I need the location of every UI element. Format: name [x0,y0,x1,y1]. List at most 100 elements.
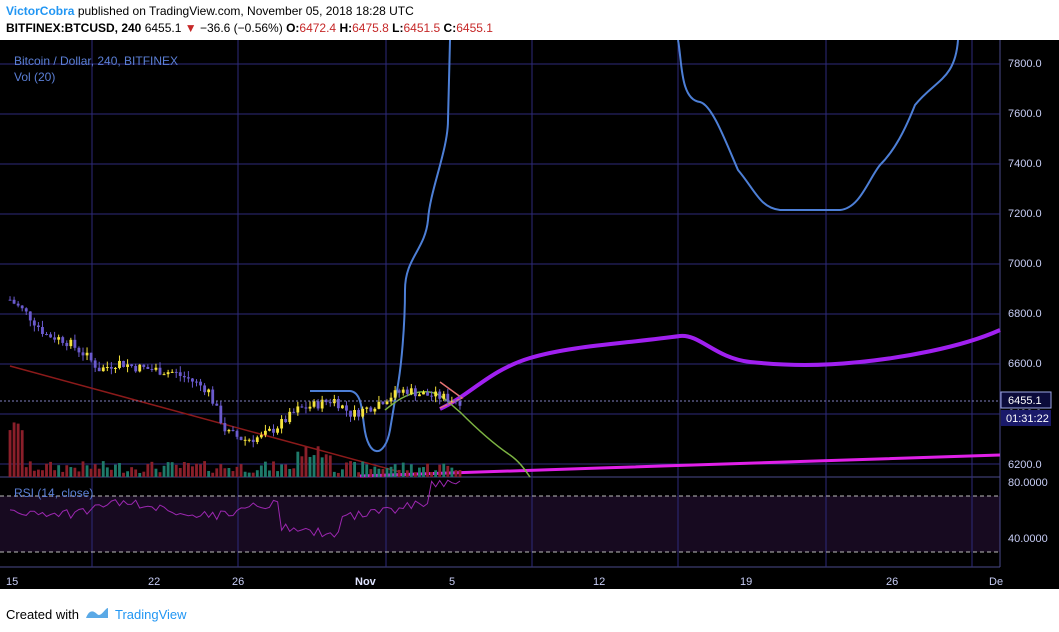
time-axis[interactable] [0,567,1059,589]
footer-brand-link[interactable]: TradingView [114,607,187,622]
volume-bar [377,468,381,477]
author-link[interactable]: VictorCobra [6,4,75,18]
price-pane[interactable] [0,40,1000,477]
candle-body [288,411,292,423]
signal-line[interactable] [384,391,531,478]
candle-body [20,305,24,309]
volume-bar [304,446,308,477]
candle-body [442,393,446,399]
candle-body [418,394,421,397]
volume-bar [162,465,166,477]
volume-bar [61,471,65,477]
candle-body [105,367,109,369]
candle-body [85,352,89,356]
volume-bar [28,461,32,477]
candle-body [320,399,324,409]
volume-bar [101,461,105,477]
volume-bar [276,471,279,477]
volume-bar [442,463,446,477]
volume-bar [126,471,129,477]
bollinger-lower-line[interactable] [677,40,959,211]
candle-body [446,393,450,402]
candle-body [389,397,393,402]
candle-body [118,360,121,368]
volume-bar [353,462,356,477]
volume-bar [114,464,117,477]
price-axis[interactable] [1000,40,1059,567]
volume-bar [150,461,154,477]
candle-body [332,398,336,404]
trendline[interactable] [9,365,401,473]
open-label: O: [286,21,300,35]
candle-body [405,389,409,394]
candle-body [93,360,97,368]
candle-body [263,430,267,435]
volume-bar [118,463,121,477]
close-label: C: [443,21,457,35]
volume-bar [45,463,48,477]
volume-bar [259,465,263,477]
candle-body [101,367,105,372]
candle-body [280,419,284,429]
volume-bar [89,468,93,477]
candle-body [381,401,385,405]
candle-body [65,342,69,347]
rsi-line[interactable] [9,479,461,538]
candle-body [178,372,182,376]
volume-bar [211,472,215,477]
candle-body [458,401,462,406]
volume-bar [170,462,174,477]
volume-bar [405,470,409,477]
price-tick: 6600.0 [1008,358,1042,370]
tradingview-logo-icon[interactable] [85,606,109,623]
bollinger-upper-line[interactable] [310,40,451,452]
volume-bar [324,454,328,477]
candle-body [308,406,312,409]
candle-body [114,367,117,369]
ma-magenta-line[interactable] [359,453,1001,478]
volume-bar [12,422,16,477]
price-tick: 7000.0 [1008,258,1042,270]
volume-bar [328,455,332,477]
volume-bar [357,472,361,477]
candle-body [203,385,207,393]
volume-bar [146,463,150,477]
chart-canvas[interactable]: Bitcoin / Dollar, 240, BITFINEX Vol (20)… [0,40,1059,600]
candle-body [215,403,219,406]
candle-body [89,352,93,361]
candle-body [154,367,158,370]
volume-bar [272,461,275,477]
volume-bar [336,472,340,477]
volume-bar [341,469,344,477]
volume-bar [231,471,235,477]
volume-bar [288,468,292,477]
last-price-badge-text: 6455.1 [1008,395,1042,407]
candle-body [162,374,166,376]
time-label: 19 [740,576,752,588]
volume-bar [284,464,288,477]
volume-bar [430,471,434,477]
candle-body [239,436,243,441]
time-label: Nov [355,576,377,588]
candle-body [109,367,113,369]
candle-body [345,405,348,411]
volume-bar [369,469,373,477]
volume-bar [191,466,194,477]
candle-body [341,405,344,409]
ma-purple-line[interactable] [439,328,1001,411]
time-label: 22 [148,576,160,588]
candle-body [97,367,101,372]
candle-body [130,364,134,366]
candle-body [142,364,146,367]
legend-rsi: RSI (14, close) [14,486,93,500]
candles[interactable] [8,296,462,448]
high-label: H: [339,21,353,35]
candle-body [45,333,48,335]
price-tick: 7200.0 [1008,208,1042,220]
candle-body [353,410,356,417]
volume-bar [77,471,81,477]
candle-body [8,299,12,301]
candle-body [336,398,340,409]
candle-body [409,388,413,394]
candle-body [373,408,377,412]
